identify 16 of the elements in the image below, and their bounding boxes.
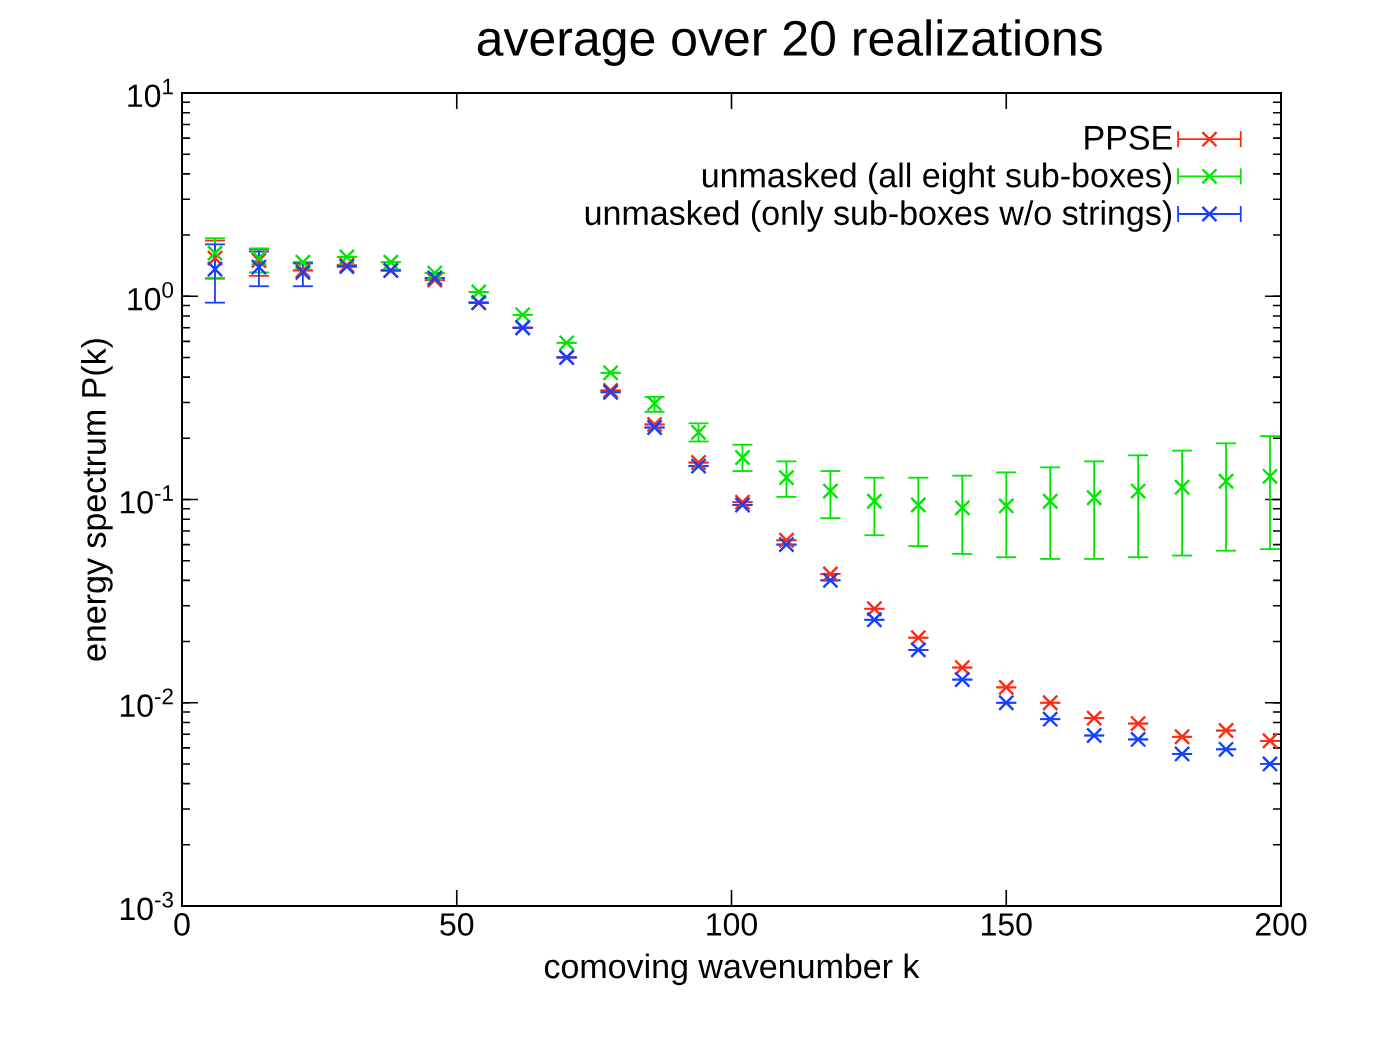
- x-tick-label: 200: [1255, 913, 1307, 936]
- x-tick-label: 150: [982, 913, 1032, 936]
- y-axis-title: energy spectrum P(k): [81, 339, 113, 661]
- y-tick-label: 10$^{0}$: [128, 281, 174, 311]
- x-tick-label: 50: [440, 913, 474, 936]
- chart-title: average over 20 realizations: [477, 19, 1102, 66]
- x-tick-label: 0: [174, 913, 190, 936]
- legend-label: unmasked (only sub-boxes w/o strings): [585, 200, 1172, 232]
- y-tick-label: 10$^{-2}$: [120, 688, 173, 717]
- x-tick-label: 100: [707, 913, 757, 936]
- y-tick-label: 10$^{-3}$: [120, 891, 173, 921]
- legend-label: PPSE: [1085, 125, 1172, 150]
- y-tick-label: 10$^{-1}$: [120, 485, 173, 514]
- x-axis-title: comoving wavenumber k: [544, 953, 920, 986]
- legend-label: unmasked (all eight sub-boxes): [702, 162, 1172, 195]
- y-tick-label: 10$^{1}$: [128, 78, 173, 108]
